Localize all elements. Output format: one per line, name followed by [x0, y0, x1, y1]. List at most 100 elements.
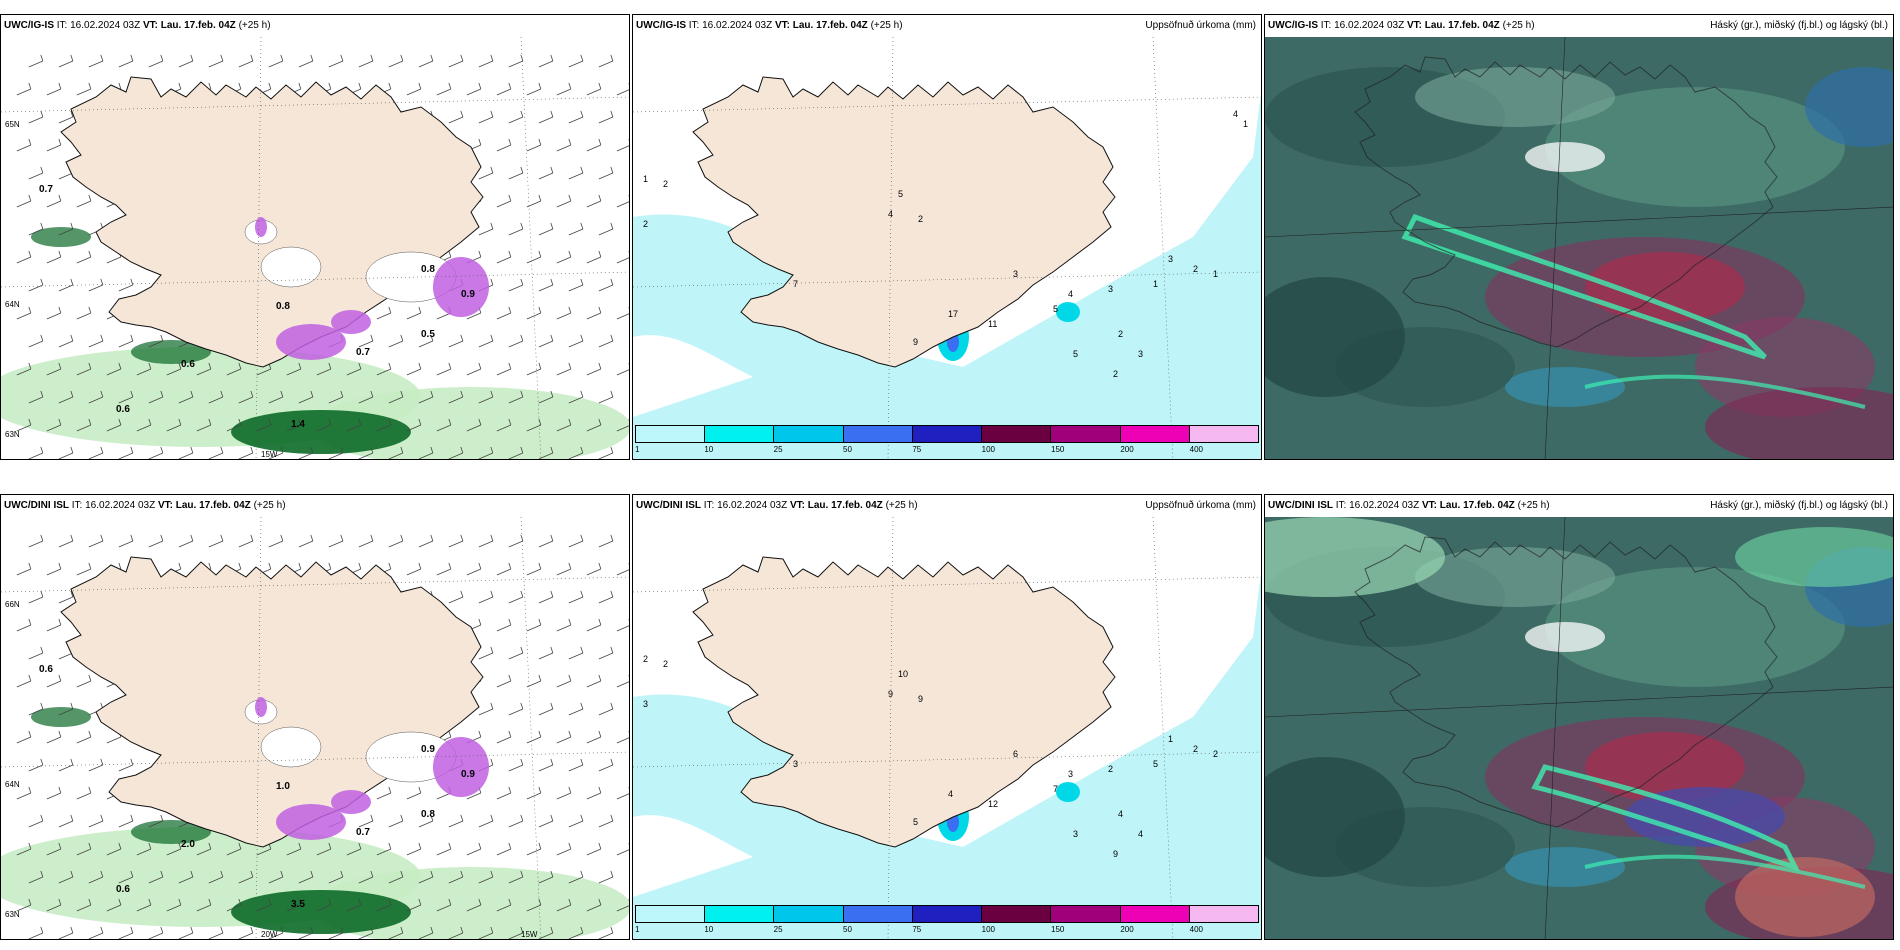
- valid-time-label: VT:: [789, 500, 805, 511]
- map-panel-cloud: UWC/DINI ISL IT: 16.02.2024 03Z VT: Lau.…: [1264, 494, 1894, 940]
- colorbar-swatch: [705, 906, 775, 922]
- contour-value-label: 0.9: [421, 744, 435, 755]
- panel-header: UWC/DINI ISL IT: 16.02.2024 03Z VT: Lau.…: [1265, 495, 1893, 517]
- lead-time: (+25 h): [253, 500, 286, 511]
- axis-label: 65N: [5, 120, 20, 129]
- map-canvas: 0.7 0.6 0.8 0.5 0.7 0.6 1.4 0.8 0.9 65N 64N 63N 15W: [1, 37, 629, 459]
- contour-value-label: 5: [1153, 759, 1158, 769]
- valid-time-label: VT:: [774, 20, 790, 31]
- contour-value-label: 3: [1013, 269, 1018, 279]
- contour-value-label: 0.8: [276, 301, 290, 312]
- contour-value-label: 9: [918, 694, 923, 704]
- map-panel-wind: UWC/IG-IS IT: 16.02.2024 03Z VT: Lau. 17…: [0, 14, 630, 460]
- contour-value-label: 1: [1153, 279, 1158, 289]
- contour-value-label: 2: [1113, 369, 1118, 379]
- axis-label: 66N: [5, 600, 20, 609]
- valid-time-label: VT:: [1421, 500, 1437, 511]
- colorbar-swatch: [982, 426, 1052, 442]
- axis-label: 20W: [261, 930, 278, 939]
- contour-value-label: 0.9: [461, 289, 475, 300]
- axis-label: 64N: [5, 300, 20, 309]
- colorbar-tick: 50: [843, 445, 852, 454]
- coastline: [1354, 536, 1778, 828]
- colorbar-swatch: [1120, 426, 1190, 442]
- contour-value-label: 1: [1243, 119, 1248, 129]
- contour-value-label: 17: [948, 309, 958, 319]
- lead-time: (+25 h): [870, 20, 903, 31]
- contour-value-label: 7: [1053, 784, 1058, 794]
- init-time: IT: 16.02.2024 03Z: [71, 500, 156, 511]
- colorbar-swatch: [1051, 426, 1121, 442]
- contour-value-label: 2: [1108, 764, 1113, 774]
- valid-time-label: VT:: [1406, 20, 1422, 31]
- contour-value-label: 2: [643, 219, 648, 229]
- cloud-field: [1265, 277, 1405, 397]
- contour-value-label: 3: [1138, 349, 1143, 359]
- cloud-field: [1805, 67, 1893, 147]
- map-canvas: [1265, 517, 1893, 939]
- panel-header: UWC/IG-IS IT: 16.02.2024 03Z VT: Lau. 17…: [633, 15, 1261, 37]
- contour-value-label: 0.7: [356, 827, 370, 838]
- colorbar-tick: 100: [981, 445, 996, 454]
- panel-header: UWC/IG-IS IT: 16.02.2024 03Z VT: Lau. 17…: [1265, 15, 1893, 37]
- lead-time: (+25 h): [238, 20, 271, 31]
- contour-value-label: 11: [988, 319, 997, 329]
- contour-value-label: 0.6: [116, 404, 130, 415]
- field-title: Háský (gr.), miðský (fj.bl.) og lágský (…: [1710, 500, 1888, 511]
- map-panel-precip: UWC/IG-IS IT: 16.02.2024 03Z VT: Lau. 17…: [632, 14, 1262, 460]
- contour-value-label: 4: [1233, 109, 1238, 119]
- contour-value-label: 9: [888, 689, 893, 699]
- init-time: IT: 16.02.2024 03Z: [688, 20, 773, 31]
- contour-value-label: 2: [1213, 749, 1218, 759]
- cloud-field: [1525, 142, 1605, 172]
- contour-value-label: 3: [793, 759, 798, 769]
- iceland-land: [692, 556, 1116, 848]
- colorbar-swatch: [774, 906, 844, 922]
- contour-value-label: 1.0: [276, 781, 290, 792]
- contour-value-label: 0.8: [421, 264, 435, 275]
- contour-value-label: 5: [1053, 304, 1058, 314]
- axis-label: 15W: [521, 930, 538, 939]
- colorbar: [635, 425, 1259, 443]
- contour-value-label: 0.5: [421, 329, 435, 340]
- lead-time: (+25 h): [885, 500, 918, 511]
- contour-value-label: 1.4: [291, 419, 305, 430]
- value-labels: 0.7 0.6 0.8 0.5 0.7 0.6 1.4 0.8 0.9: [39, 184, 475, 430]
- contour-value-label: 2: [663, 179, 668, 189]
- contour-value-label: 0.6: [39, 664, 53, 675]
- colorbar-tick: 200: [1120, 445, 1134, 454]
- axis-label: 63N: [5, 910, 20, 919]
- model-name: UWC/IG-IS: [4, 20, 54, 31]
- model-name: UWC/IG-IS: [1268, 20, 1318, 31]
- colorbar-swatch: [774, 426, 844, 442]
- cloud-field: [1505, 847, 1625, 887]
- contour-value-label: 0.7: [356, 347, 370, 358]
- contour-value-label: 2.0: [181, 839, 195, 850]
- contour-value-label: 0.7: [39, 184, 53, 195]
- colorbar-swatch: [1120, 906, 1190, 922]
- contour-value-label: 0.6: [116, 884, 130, 895]
- contour-value-label: 5: [898, 189, 903, 199]
- colorbar-tick: 150: [1051, 925, 1065, 934]
- colorbar-tick: 400: [1189, 445, 1204, 454]
- colorbar-swatch: [636, 426, 706, 442]
- contour-value-label: 3: [1073, 829, 1078, 839]
- graticule: [1, 37, 629, 459]
- precip-shading: [1, 227, 629, 459]
- colorbar-swatch: [636, 906, 706, 922]
- iceland-land: [692, 76, 1116, 368]
- cloud-field: [1265, 757, 1405, 877]
- cloud-field: [1585, 252, 1745, 322]
- contour-value-label: 9: [1113, 849, 1118, 859]
- cloud-field: [1735, 857, 1875, 937]
- colorbar-labels: 1 10 25 50 75 100 150 200 400: [635, 445, 1259, 457]
- lead-time: (+25 h): [1517, 500, 1550, 511]
- colorbar: [635, 905, 1259, 923]
- contour-value-label: 2: [663, 659, 668, 669]
- iceland-land: [60, 556, 484, 848]
- map-panel-wind: UWC/DINI ISL IT: 16.02.2024 03Z VT: Lau.…: [0, 494, 630, 940]
